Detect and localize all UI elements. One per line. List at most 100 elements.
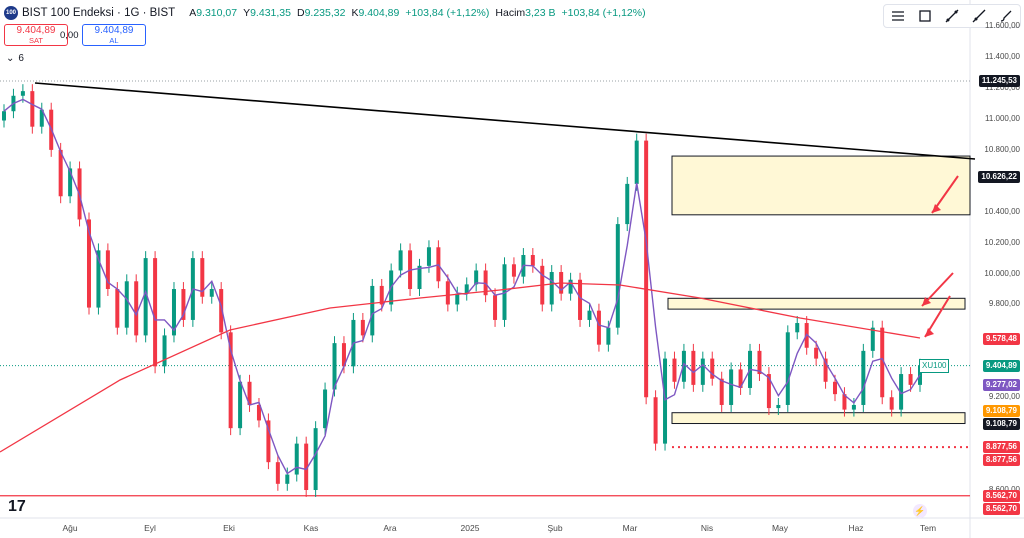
candle-body	[833, 381, 838, 395]
candle-body	[341, 343, 346, 367]
price-label: 9.108,79	[982, 405, 1020, 417]
candle-body	[776, 404, 781, 409]
candle-body	[285, 474, 290, 484]
symbol-logo[interactable]: 100	[4, 6, 18, 20]
time-tick: Kas	[303, 523, 319, 533]
price-label: 9.578,48	[982, 333, 1020, 345]
candle-body	[256, 404, 261, 421]
time-tick: 2025	[460, 523, 480, 533]
trend-line-icon[interactable]	[942, 6, 962, 26]
candle-body	[134, 281, 139, 336]
price-tick: 10.200,00	[984, 237, 1020, 247]
price-tick: 10.000,00	[984, 268, 1020, 278]
last-price-tag: XU100	[919, 359, 950, 373]
candle-body	[502, 264, 507, 320]
arrow-head	[925, 328, 934, 337]
candle-body	[171, 289, 176, 336]
trend-line	[34, 82, 976, 160]
candle-body	[86, 219, 91, 308]
horizontal-lines-icon[interactable]	[888, 6, 908, 26]
candle-body	[143, 258, 148, 336]
candle-body	[889, 397, 894, 410]
time-tick: Ara	[383, 523, 397, 533]
candle-body	[663, 358, 668, 444]
price-label: 10.626,22	[978, 171, 1020, 183]
ohlc-values: A9.310,07 Y9.431,35 D9.235,32 K9.404,89 …	[189, 7, 645, 19]
candle-body	[219, 289, 224, 333]
candle-body	[39, 109, 44, 127]
candle-body	[96, 250, 101, 308]
ohlc-open: A9.310,07	[189, 7, 238, 19]
price-tick: 11.000,00	[985, 113, 1020, 123]
time-tick: Mar	[622, 523, 638, 533]
candle-body	[738, 369, 743, 388]
candle-body	[58, 149, 63, 197]
candle-body	[474, 270, 479, 285]
candle-body	[700, 358, 705, 385]
candle-body	[200, 258, 205, 297]
candle-body	[124, 281, 129, 328]
arrow-head	[932, 204, 941, 213]
candle-body	[851, 404, 856, 410]
candle-body	[870, 327, 875, 351]
candle-body	[115, 289, 120, 328]
buy-button[interactable]: 9.404,89 AL	[82, 24, 146, 46]
candle-body	[549, 272, 554, 305]
candle-body	[719, 378, 724, 405]
candle-body	[398, 250, 403, 271]
ohlc-high: Y9.431,35	[243, 7, 291, 19]
candle-body	[880, 327, 885, 398]
price-label: 8.877,56	[982, 441, 1020, 453]
candle-body	[313, 428, 318, 490]
time-tick: Şub	[547, 523, 563, 533]
ohlc-low: D9.235,32	[296, 7, 346, 19]
candle-body	[568, 279, 573, 294]
candle-body	[530, 255, 535, 266]
price-tick: 9.200,00	[988, 392, 1020, 402]
rectangle-icon[interactable]	[915, 6, 935, 26]
time-tick: Tem	[919, 523, 937, 533]
candle-body	[20, 91, 25, 96]
ray-line-icon[interactable]	[969, 6, 989, 26]
symbol-title[interactable]: BIST 100 Endeksi · 1G · BIST	[22, 7, 176, 19]
candle-body	[30, 91, 35, 127]
candle-body	[332, 343, 337, 390]
candle-body	[672, 358, 677, 382]
candle-body	[908, 374, 913, 385]
candle-body	[823, 358, 828, 382]
lightning-icon[interactable]: ⚡	[913, 504, 927, 518]
candle-body	[587, 310, 592, 320]
candle-body	[426, 247, 431, 266]
chart-header: 100 BIST 100 Endeksi · 1G · BIST A9.310,…	[4, 4, 646, 22]
candle-body	[757, 350, 762, 375]
price-tick: 11.600,00	[985, 21, 1020, 31]
candle-body	[464, 284, 469, 294]
candle-body	[596, 310, 601, 345]
chevron-down-icon: ⌄	[6, 53, 15, 64]
brush-icon[interactable]	[996, 6, 1016, 26]
tradingview-logo-icon[interactable]: 17	[8, 498, 26, 515]
candle-body	[68, 168, 73, 197]
indicator-count: 6	[18, 53, 24, 64]
candle-body	[153, 258, 158, 367]
candle-body	[710, 358, 715, 379]
price-tick: 11.200,00	[985, 83, 1020, 93]
candle-body	[162, 335, 167, 367]
candle-body	[766, 374, 771, 409]
candle-body	[379, 285, 384, 305]
candle-body	[511, 264, 516, 277]
candle-body	[455, 293, 460, 305]
time-tick: Haz	[848, 523, 864, 533]
candle-body	[2, 111, 6, 121]
candle-body	[209, 289, 214, 297]
candle-body	[625, 183, 630, 225]
volume-change: +103,84 (+1,12%)	[561, 7, 646, 19]
candle-body	[370, 285, 375, 336]
candle-body	[105, 250, 110, 290]
price-tick: 11.400,00	[985, 52, 1020, 62]
price-tick: 10.400,00	[984, 206, 1020, 216]
indicators-toggle[interactable]: ⌄ 6	[6, 53, 24, 64]
candle-body	[294, 443, 299, 475]
sell-button[interactable]: 9.404,89 SAT	[4, 24, 68, 46]
